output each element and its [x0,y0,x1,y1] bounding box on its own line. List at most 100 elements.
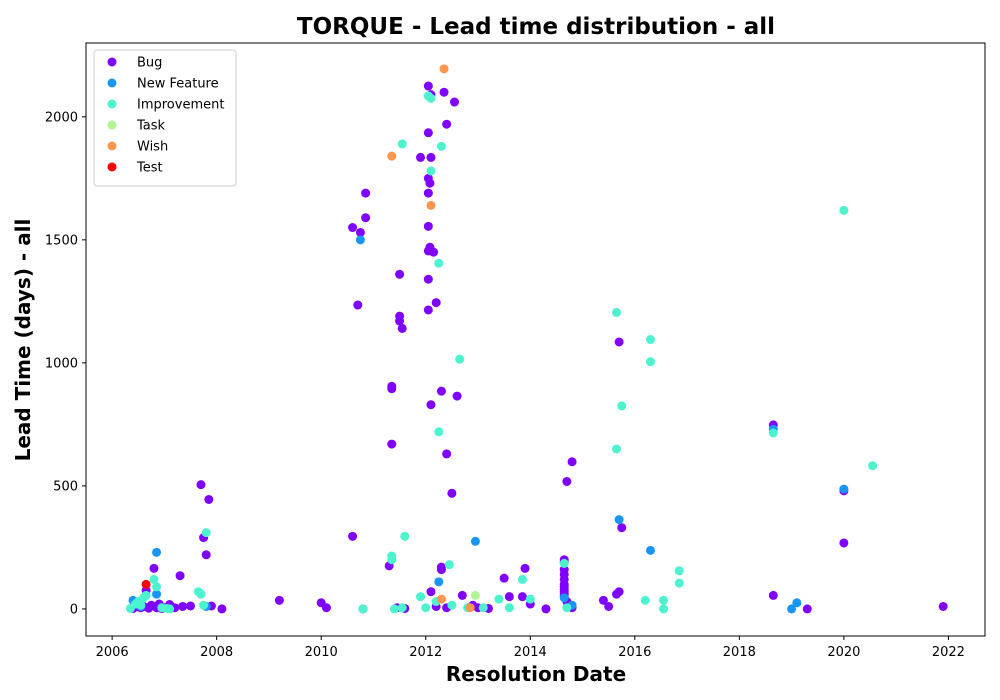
data-point [674,578,684,588]
data-point [614,587,624,597]
data-point [416,152,426,162]
data-point [640,595,650,605]
data-point [436,386,446,396]
y-tick-label: 1500 [45,233,78,248]
data-point [938,601,948,611]
data-point [604,601,614,611]
data-point [541,604,551,614]
data-point [152,547,162,557]
data-point [449,97,459,107]
data-point [361,188,371,198]
legend-label: Test [136,161,163,176]
y-axis-title: Lead Time (days) - all [11,219,35,462]
data-point [426,166,436,176]
data-point [470,536,480,546]
data-point [426,400,436,410]
data-point [442,119,452,129]
data-point [504,603,514,613]
data-point [387,439,397,449]
legend-marker [107,99,117,109]
data-point [423,188,433,198]
legend-marker [107,141,117,151]
data-point [520,563,530,573]
data-point [792,598,802,608]
data-point [436,141,446,151]
data-point [348,223,358,233]
data-point [152,589,162,599]
data-point [768,590,778,600]
legend-label: New Feature [137,77,219,92]
data-point [562,603,572,613]
data-point [612,444,622,454]
data-point [442,449,452,459]
data-point [136,600,146,610]
legend-marker [107,57,117,67]
data-point [598,595,608,605]
data-point [397,139,407,149]
data-point [567,457,577,467]
data-point [617,401,627,411]
data-point [434,427,444,437]
data-point [447,600,457,610]
x-tick-label: 2020 [827,645,860,660]
x-tick-label: 2016 [618,645,651,660]
legend-marker [107,78,117,88]
y-tick-label: 1000 [45,356,78,371]
x-tick-label: 2006 [96,645,129,660]
data-point [787,604,797,614]
data-point [839,538,849,548]
data-point [423,221,433,231]
data-point [659,604,669,614]
chart-title: TORQUE - Lead time distribution - all [297,14,775,40]
data-points [125,64,948,614]
data-point [839,484,849,494]
data-point [517,574,527,584]
data-point [353,300,363,310]
data-point [614,515,624,525]
data-point [196,480,206,490]
data-point [465,603,475,613]
data-point [421,603,431,613]
axis-ticks: 2006 2008 2010 2012 2014 2016 2018 2020 2022 0 500… [45,110,965,660]
data-point [204,494,214,504]
data-point [431,298,441,308]
data-point [457,590,467,600]
data-point [416,592,426,602]
data-point [175,571,185,581]
y-tick-label: 0 [70,602,78,617]
x-tick-label: 2014 [514,645,547,660]
data-point [614,337,624,347]
data-point [499,573,509,583]
data-point [217,604,227,614]
data-point [274,595,284,605]
data-point [439,87,449,97]
data-point [426,200,436,210]
data-point [504,592,514,602]
data-point [149,574,159,584]
data-point [674,566,684,576]
data-point [389,604,399,614]
data-point [165,604,175,614]
data-point [186,601,196,611]
data-point [426,587,436,597]
legend-marker [107,162,117,172]
legend-label: Wish [137,140,168,155]
data-point [423,81,433,91]
data-point [425,178,435,188]
x-tick-label: 2010 [305,645,338,660]
data-point [768,428,778,438]
plot-frame [85,42,986,637]
data-point [617,523,627,533]
legend-label: Improvement [137,98,224,113]
legend-box [93,49,237,187]
data-point [612,307,622,317]
data-point [152,582,162,592]
data-point [149,563,159,573]
data-point [645,545,655,555]
data-point [423,305,433,315]
data-point [397,323,407,333]
data-point [423,128,433,138]
data-point [645,335,655,344]
data-point [452,391,462,401]
